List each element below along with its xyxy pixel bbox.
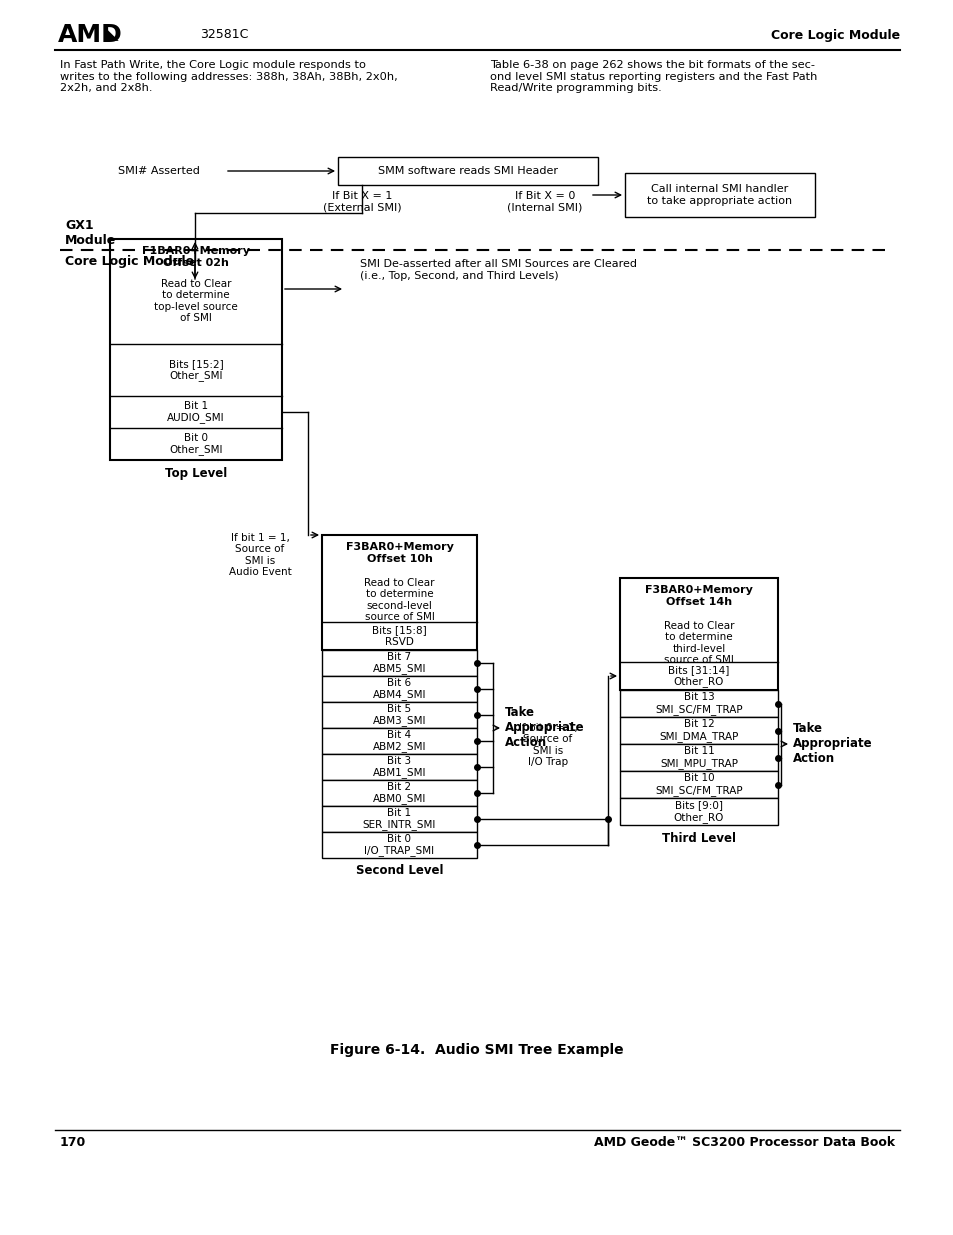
Bar	[322, 701, 476, 727]
Text: Bit 12
SMI_DMA_TRAP: Bit 12 SMI_DMA_TRAP	[659, 719, 738, 742]
Bar	[619, 578, 778, 690]
Text: Bit 13
SMI_SC/FM_TRAP: Bit 13 SMI_SC/FM_TRAP	[655, 693, 742, 715]
Text: SMM software reads SMI Header: SMM software reads SMI Header	[377, 165, 558, 177]
Bar	[322, 832, 476, 858]
Bar	[322, 676, 476, 701]
Text: Table 6-38 on page 262 shows the bit formats of the sec-
ond level SMI status re: Table 6-38 on page 262 shows the bit for…	[490, 61, 817, 93]
Text: Bit 1
SER_INTR_SMI: Bit 1 SER_INTR_SMI	[362, 808, 436, 830]
Bar	[322, 650, 476, 676]
Bar	[619, 743, 778, 771]
Text: In Fast Path Write, the Core Logic module responds to
writes to the following ad: In Fast Path Write, the Core Logic modul…	[60, 61, 397, 93]
Text: Top Level: Top Level	[165, 468, 227, 480]
Bar	[624, 173, 814, 217]
Text: Bit 3
ABM1_SMI: Bit 3 ABM1_SMI	[373, 756, 426, 778]
Text: Bit 6
ABM4_SMI: Bit 6 ABM4_SMI	[373, 678, 426, 700]
Text: Third Level: Third Level	[661, 831, 735, 845]
Text: F1BAR0+Memory
Offset 02h: F1BAR0+Memory Offset 02h	[142, 246, 250, 268]
Text: Bit 0
I/O_TRAP_SMI: Bit 0 I/O_TRAP_SMI	[364, 834, 435, 856]
Text: F3BAR0+Memory
Offset 14h: F3BAR0+Memory Offset 14h	[644, 585, 752, 606]
Text: Read to Clear
to determine
third-level
source of SMI: Read to Clear to determine third-level s…	[663, 621, 734, 666]
Text: If Bit X = 1
(External SMI): If Bit X = 1 (External SMI)	[322, 191, 401, 212]
Text: Bit 11
SMI_MPU_TRAP: Bit 11 SMI_MPU_TRAP	[659, 746, 738, 768]
Text: Core Logic Module: Core Logic Module	[770, 28, 899, 42]
Bar	[110, 240, 282, 459]
Text: SMI De-asserted after all SMI Sources are Cleared
(i.e., Top, Second, and Third : SMI De-asserted after all SMI Sources ar…	[359, 259, 637, 282]
Text: 170: 170	[60, 1136, 86, 1150]
Text: Second Level: Second Level	[355, 864, 443, 878]
Text: AMD: AMD	[58, 23, 123, 47]
Text: F3BAR0+Memory
Offset 10h: F3BAR0+Memory Offset 10h	[345, 542, 453, 564]
Bar	[322, 727, 476, 755]
Bar	[337, 157, 598, 185]
Text: Take
Appropriate
Action: Take Appropriate Action	[504, 706, 584, 750]
Text: Bits [15:2]
Other_SMI: Bits [15:2] Other_SMI	[169, 358, 223, 382]
Text: Take
Appropriate
Action: Take Appropriate Action	[792, 722, 872, 766]
Text: Core Logic Module: Core Logic Module	[65, 254, 193, 268]
Text: Bit 7
ABM5_SMI: Bit 7 ABM5_SMI	[373, 652, 426, 674]
Text: 32581C: 32581C	[200, 28, 248, 42]
Text: Bit 5
ABM3_SMI: Bit 5 ABM3_SMI	[373, 704, 426, 726]
Text: Bit 0
Other_SMI: Bit 0 Other_SMI	[169, 432, 222, 456]
Text: Read to Clear
to determine
second-level
source of SMI: Read to Clear to determine second-level …	[364, 578, 435, 622]
Text: Figure 6-14.  Audio SMI Tree Example: Figure 6-14. Audio SMI Tree Example	[330, 1044, 623, 1057]
Text: AMD Geode™ SC3200 Processor Data Book: AMD Geode™ SC3200 Processor Data Book	[594, 1136, 894, 1150]
Text: Bits [31:14]
Other_RO: Bits [31:14] Other_RO	[668, 664, 729, 687]
Bar	[619, 798, 778, 825]
Text: Bit 1
AUDIO_SMI: Bit 1 AUDIO_SMI	[167, 400, 225, 424]
Text: Read to Clear
to determine
top-level source
of SMI: Read to Clear to determine top-level sou…	[154, 279, 237, 324]
Text: Bits [9:0]
Other_RO: Bits [9:0] Other_RO	[673, 800, 723, 823]
Bar	[619, 771, 778, 798]
Text: ◣: ◣	[107, 27, 118, 42]
Bar	[322, 781, 476, 806]
Text: SMI# Asserted: SMI# Asserted	[118, 165, 200, 177]
Text: Bit 2
ABM0_SMI: Bit 2 ABM0_SMI	[373, 782, 426, 804]
Text: GX1
Module: GX1 Module	[65, 219, 116, 247]
Text: If Bit X = 0
(Internal SMI): If Bit X = 0 (Internal SMI)	[507, 191, 582, 212]
Text: If bit 1 = 1,
Source of
SMI is
Audio Event: If bit 1 = 1, Source of SMI is Audio Eve…	[229, 532, 291, 578]
Text: Call internal SMI handler
to take appropriate action: Call internal SMI handler to take approp…	[647, 184, 792, 206]
Text: Bits [15:8]
RSVD: Bits [15:8] RSVD	[372, 625, 426, 647]
Text: Bit 4
ABM2_SMI: Bit 4 ABM2_SMI	[373, 730, 426, 752]
Text: Bit 10
SMI_SC/FM_TRAP: Bit 10 SMI_SC/FM_TRAP	[655, 773, 742, 795]
Bar	[619, 718, 778, 743]
Bar	[322, 806, 476, 832]
Bar	[322, 755, 476, 781]
Bar	[619, 690, 778, 718]
Bar	[322, 535, 476, 650]
Text: If bit 0 = 1,
Source of
SMI is
I/O Trap: If bit 0 = 1, Source of SMI is I/O Trap	[518, 722, 577, 767]
